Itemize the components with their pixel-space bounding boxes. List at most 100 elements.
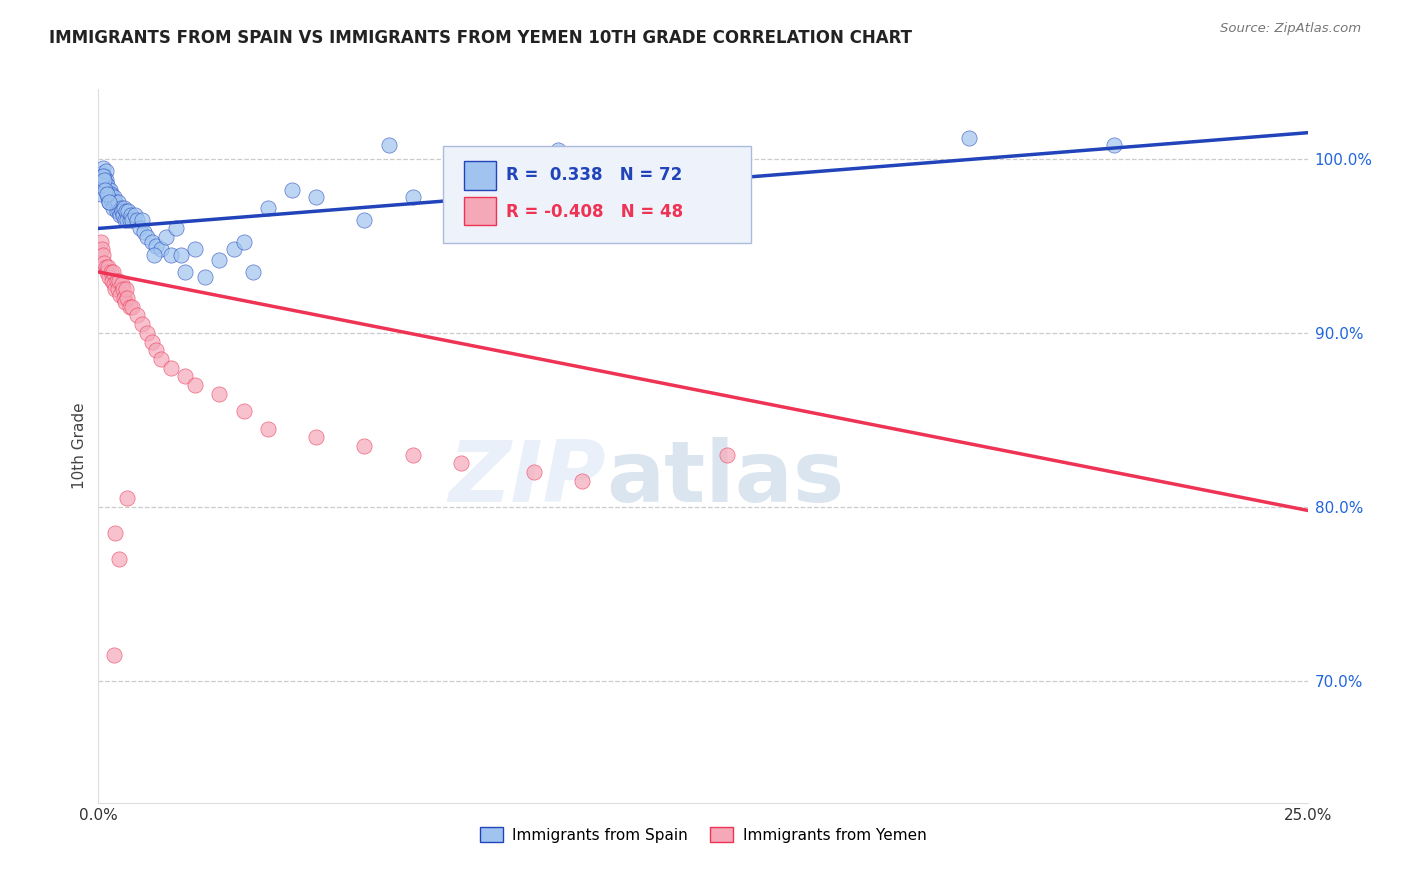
- Point: [111, 204, 134, 219]
- Point: [101, 195, 124, 210]
- Point: [232, 404, 254, 418]
- Point: [150, 243, 173, 257]
- Point: [547, 143, 569, 157]
- Point: [111, 277, 134, 292]
- Point: [90, 186, 112, 201]
- Point: [160, 247, 183, 261]
- Point: [94, 178, 117, 192]
- Point: [93, 256, 115, 270]
- Point: [194, 270, 217, 285]
- Point: [98, 270, 121, 285]
- Point: [107, 552, 129, 566]
- Point: [97, 260, 120, 274]
- Point: [117, 212, 139, 227]
- Point: [127, 212, 149, 227]
- Point: [93, 183, 115, 197]
- Y-axis label: 10th Grade: 10th Grade: [72, 402, 87, 490]
- Point: [115, 282, 138, 296]
- Point: [104, 282, 127, 296]
- Point: [105, 204, 128, 219]
- Point: [108, 287, 131, 301]
- Point: [668, 166, 690, 180]
- Point: [377, 137, 399, 152]
- Point: [110, 201, 132, 215]
- Text: ZIP: ZIP: [449, 436, 606, 520]
- Point: [94, 260, 117, 274]
- Point: [97, 186, 120, 201]
- Point: [128, 221, 150, 235]
- Point: [103, 277, 125, 292]
- Point: [108, 207, 131, 221]
- Point: [107, 195, 129, 210]
- Point: [97, 195, 120, 210]
- Point: [103, 190, 125, 204]
- Point: [91, 166, 114, 180]
- Point: [101, 274, 124, 288]
- Point: [98, 183, 121, 197]
- Point: [121, 212, 143, 227]
- Point: [90, 178, 112, 192]
- Point: [101, 201, 124, 215]
- Point: [450, 457, 472, 471]
- Point: [134, 225, 156, 239]
- Point: [104, 526, 127, 541]
- Point: [242, 265, 264, 279]
- Point: [305, 430, 328, 444]
- Point: [112, 291, 135, 305]
- Point: [100, 188, 122, 202]
- Point: [1102, 137, 1125, 152]
- Point: [160, 360, 183, 375]
- Point: [281, 183, 304, 197]
- Point: [208, 252, 231, 267]
- Point: [145, 343, 167, 358]
- Text: R = -0.408   N = 48: R = -0.408 N = 48: [506, 203, 683, 221]
- Point: [96, 178, 118, 192]
- Point: [716, 155, 738, 169]
- Point: [121, 300, 143, 314]
- Point: [98, 195, 121, 210]
- FancyBboxPatch shape: [464, 161, 496, 190]
- Point: [155, 230, 177, 244]
- Point: [93, 169, 115, 184]
- Point: [117, 204, 139, 219]
- Point: [103, 648, 125, 662]
- Point: [96, 172, 118, 186]
- Point: [94, 164, 117, 178]
- Point: [91, 169, 114, 184]
- Point: [222, 243, 245, 257]
- Point: [232, 235, 254, 250]
- Point: [96, 265, 118, 279]
- Point: [100, 186, 122, 201]
- Point: [101, 265, 124, 279]
- Point: [131, 317, 153, 331]
- Legend: Immigrants from Spain, Immigrants from Yemen: Immigrants from Spain, Immigrants from Y…: [474, 821, 932, 848]
- Point: [150, 351, 173, 366]
- Point: [145, 239, 167, 253]
- Point: [716, 448, 738, 462]
- Point: [93, 172, 115, 186]
- Point: [107, 274, 129, 288]
- Point: [141, 235, 163, 250]
- Text: atlas: atlas: [606, 436, 845, 520]
- Point: [117, 291, 139, 305]
- Point: [141, 334, 163, 349]
- Point: [353, 439, 375, 453]
- Point: [131, 212, 153, 227]
- Point: [105, 274, 128, 288]
- Point: [135, 230, 157, 244]
- Point: [100, 265, 122, 279]
- Point: [402, 448, 425, 462]
- Point: [353, 212, 375, 227]
- Point: [184, 243, 207, 257]
- Point: [112, 201, 135, 215]
- Point: [165, 221, 187, 235]
- Point: [256, 421, 278, 435]
- Point: [120, 207, 142, 221]
- Point: [107, 282, 129, 296]
- Point: [305, 190, 328, 204]
- Text: R =  0.338   N = 72: R = 0.338 N = 72: [506, 166, 682, 184]
- Point: [118, 300, 141, 314]
- Point: [127, 309, 149, 323]
- Point: [91, 161, 114, 175]
- Point: [96, 186, 118, 201]
